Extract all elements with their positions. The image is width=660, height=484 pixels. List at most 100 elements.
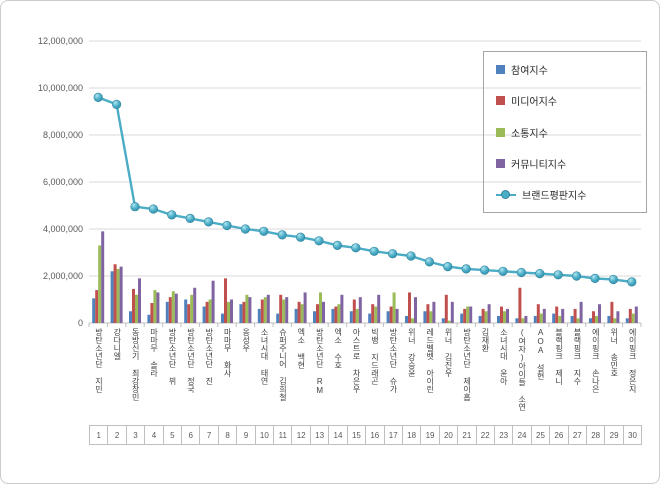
bar (227, 301, 230, 323)
line-marker (259, 226, 269, 236)
bar (101, 231, 105, 323)
rank-label: 16 (366, 426, 385, 444)
bar (110, 271, 114, 323)
bar (579, 301, 583, 323)
bar (576, 318, 580, 323)
rank-label: 24 (513, 426, 532, 444)
legend-item-brand-index: 브랜드평판지수 (496, 187, 634, 202)
rank-label: 1 (90, 426, 109, 444)
category-label: 에이핑크 손나은 (591, 328, 601, 393)
category-label: 방탄소년단 정국 (186, 328, 196, 393)
rank-label: 17 (385, 426, 403, 444)
bar (592, 311, 595, 323)
rank-label: 2 (108, 426, 127, 444)
bar (147, 314, 151, 323)
bar (132, 288, 135, 323)
category-label: 에이핑크 정은지 (628, 328, 638, 393)
bar (156, 292, 160, 323)
bar (552, 313, 556, 323)
bar (119, 266, 123, 323)
line-marker (535, 269, 545, 279)
bar (282, 299, 286, 323)
category-label: 마마무 솔라 (149, 328, 159, 377)
bar (279, 294, 283, 323)
line-marker (461, 264, 471, 274)
y-tick-label: 6,000,000 (43, 177, 83, 187)
legend: 참여지수 미디어지수 소통지수 커뮤니티지수 브랜드평판지수 (483, 51, 647, 213)
legend-swatch-media (496, 96, 505, 106)
bar (368, 313, 372, 323)
line-marker (167, 210, 177, 220)
bar (205, 301, 209, 323)
rank-label: 20 (440, 426, 459, 444)
rank-label: 23 (495, 426, 514, 444)
rank-label: 7 (200, 426, 219, 444)
line-marker (553, 270, 563, 280)
category-label: 방탄소년단 제이홉 (462, 328, 472, 401)
bar (478, 315, 482, 323)
line-marker (406, 251, 416, 261)
bar (165, 301, 169, 323)
bar (533, 315, 537, 323)
bar (297, 301, 301, 323)
category-label: 동방신기 최강창민 (131, 328, 141, 401)
bar (497, 315, 500, 323)
bar (340, 294, 344, 323)
rank-label: 19 (421, 426, 440, 444)
bar (248, 297, 252, 323)
bar (153, 290, 157, 323)
bar (542, 308, 546, 323)
line-marker (130, 202, 140, 212)
legend-label-media: 미디어지수 (511, 97, 557, 109)
bar (184, 299, 188, 323)
rank-label: 26 (550, 426, 569, 444)
legend-item-communication: 소통지수 (496, 125, 634, 140)
legend-item-media: 미디어지수 (496, 93, 634, 108)
category-label: 방탄소년단 지민 (94, 328, 104, 393)
line-marker (148, 204, 158, 214)
bar (625, 318, 629, 323)
bar (138, 278, 141, 323)
bar (135, 294, 138, 323)
bar (242, 301, 246, 323)
legend-swatch-communication (496, 127, 505, 137)
bar (316, 304, 319, 323)
line-marker (443, 262, 453, 272)
category-label: 위너 김진우 (444, 328, 454, 377)
category-label: 엑소 백현 (296, 328, 306, 369)
category-label: 강다니엘 (112, 328, 122, 360)
category-label: 블랙핑크 제니 (554, 328, 564, 385)
bar (518, 287, 522, 323)
rank-label: 13 (311, 426, 330, 444)
bar (168, 297, 172, 323)
y-tick-label: 12,000,000 (38, 36, 83, 46)
rank-label: 9 (237, 426, 256, 444)
line-marker (111, 99, 122, 109)
bar (224, 278, 227, 323)
bar (371, 304, 375, 323)
bar (503, 311, 506, 323)
rank-label: 30 (624, 426, 643, 444)
legend-swatch-brand-index-line (496, 189, 516, 200)
bar (202, 306, 206, 323)
bar (573, 308, 577, 323)
legend-label-brand-index: 브랜드평판지수 (522, 191, 587, 202)
line-marker (351, 243, 361, 253)
category-label: 마마무 화사 (223, 328, 233, 377)
category-label: 엑소 수호 (333, 328, 343, 369)
bar (129, 311, 132, 323)
category-label: 레드벨벳 아이린 (425, 328, 435, 393)
bar (374, 306, 378, 323)
bar (334, 306, 338, 323)
rank-label: 12 (292, 426, 311, 444)
bar (337, 304, 341, 323)
line-marker (93, 92, 103, 102)
rank-axis: 1 2 3 4 5 6 7 8 9 10 11 12 13 14 15 16 17 18 19 20 21 22 23 24 2… (89, 425, 643, 445)
bar (300, 304, 304, 323)
bar (395, 308, 399, 323)
rank-label: 25 (532, 426, 551, 444)
bar (506, 308, 509, 323)
category-label: 방탄소년단 뷔 (168, 328, 178, 385)
category-label: 김재환 (480, 328, 490, 352)
